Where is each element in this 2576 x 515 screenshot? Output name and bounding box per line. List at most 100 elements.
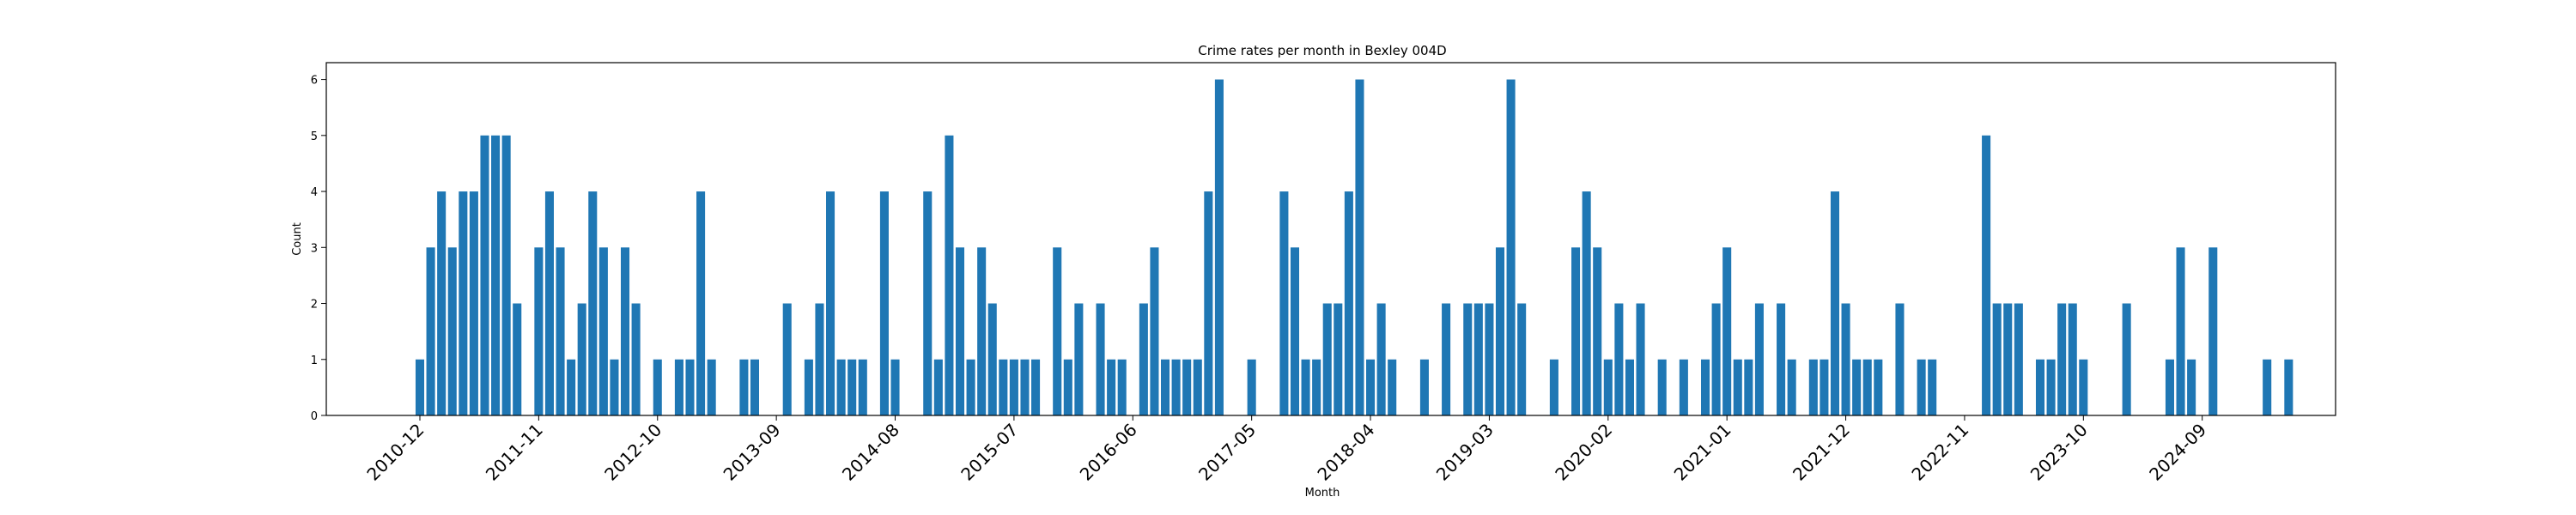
bar bbox=[685, 359, 695, 415]
bar bbox=[469, 191, 478, 416]
bar bbox=[750, 359, 760, 415]
bar bbox=[1366, 359, 1376, 415]
bar bbox=[1020, 359, 1030, 415]
bar bbox=[1247, 359, 1256, 415]
bar bbox=[1107, 359, 1116, 415]
bar bbox=[2068, 303, 2077, 415]
x-axis-ticks: 2010-12 2011-11 2012-10 2013-09 2014-08 2015-… bbox=[362, 415, 2210, 485]
bar bbox=[1355, 79, 1364, 415]
x-tick-label: 2022-11 bbox=[1907, 420, 1972, 485]
x-tick-label: 2016-06 bbox=[1076, 420, 1141, 485]
bar bbox=[1473, 303, 1483, 415]
bar bbox=[1711, 303, 1721, 415]
bar bbox=[1614, 303, 1624, 415]
bar bbox=[1312, 359, 1321, 415]
bar bbox=[1376, 303, 1386, 415]
bar bbox=[544, 191, 554, 416]
bar bbox=[1928, 359, 1937, 415]
bar bbox=[2176, 247, 2185, 415]
bar bbox=[2035, 359, 2045, 415]
plot-area-frame bbox=[325, 62, 2336, 416]
bar bbox=[1582, 191, 1591, 416]
bar bbox=[1700, 359, 1710, 415]
bar bbox=[804, 359, 813, 415]
bar bbox=[890, 359, 900, 415]
bar bbox=[1744, 359, 1753, 415]
bar bbox=[879, 191, 889, 416]
bar bbox=[1917, 359, 1926, 415]
bar bbox=[577, 303, 586, 415]
bars-group bbox=[415, 79, 2293, 416]
y-tick-label: 3 bbox=[311, 242, 318, 255]
bar bbox=[1150, 247, 1159, 415]
bar bbox=[966, 359, 975, 415]
bar bbox=[1679, 359, 1688, 415]
bar bbox=[415, 359, 425, 415]
bar bbox=[1182, 359, 1192, 415]
x-axis-label: Month bbox=[1305, 487, 1340, 500]
bar bbox=[480, 135, 489, 415]
bar bbox=[1204, 191, 1213, 416]
bar bbox=[1442, 303, 1451, 415]
y-tick-label: 5 bbox=[311, 130, 318, 143]
y-tick-label: 6 bbox=[311, 75, 318, 88]
bar bbox=[1517, 303, 1527, 415]
bar bbox=[977, 247, 987, 415]
bar bbox=[707, 359, 716, 415]
bar bbox=[1982, 135, 1991, 415]
bar bbox=[1777, 303, 1786, 415]
bar bbox=[858, 359, 867, 415]
x-tick-label: 2011-11 bbox=[482, 420, 547, 485]
bar bbox=[1301, 359, 1310, 415]
bar bbox=[1334, 303, 1343, 415]
bar bbox=[1193, 359, 1202, 415]
bar bbox=[999, 359, 1008, 415]
bar bbox=[1603, 359, 1613, 415]
x-tick-label: 2024-09 bbox=[2145, 420, 2210, 485]
bar bbox=[2165, 359, 2174, 415]
x-tick-label: 2020-02 bbox=[1551, 420, 1616, 485]
bar bbox=[598, 247, 608, 415]
bar bbox=[1874, 359, 1883, 415]
bar bbox=[1171, 359, 1181, 415]
x-tick-label: 2021-12 bbox=[1789, 420, 1854, 485]
y-axis-ticks: 0 1 2 3 4 5 6 bbox=[311, 75, 326, 423]
bar bbox=[1862, 359, 1872, 415]
bar bbox=[491, 135, 501, 415]
bar bbox=[1593, 247, 1602, 415]
bar bbox=[2003, 303, 2013, 415]
bar bbox=[933, 359, 943, 415]
bar bbox=[1463, 303, 1473, 415]
bar bbox=[1074, 303, 1084, 415]
bar bbox=[1657, 359, 1667, 415]
bar bbox=[1485, 303, 1494, 415]
bar bbox=[2284, 359, 2293, 415]
bar bbox=[1031, 359, 1041, 415]
bar bbox=[836, 359, 846, 415]
bar bbox=[1571, 247, 1581, 415]
bar bbox=[1290, 247, 1300, 415]
x-tick-label: 2015-07 bbox=[957, 420, 1022, 485]
bar bbox=[1787, 359, 1796, 415]
bar bbox=[534, 247, 544, 415]
bar bbox=[631, 303, 641, 415]
bar bbox=[1495, 247, 1505, 415]
x-tick-label: 2012-10 bbox=[600, 420, 665, 485]
x-tick-label: 2021-01 bbox=[1670, 420, 1735, 485]
bar bbox=[1722, 247, 1732, 415]
bar bbox=[739, 359, 749, 415]
x-tick-label: 2023-10 bbox=[2026, 420, 2092, 485]
bar bbox=[815, 303, 824, 415]
bar bbox=[459, 191, 468, 416]
bar bbox=[447, 247, 457, 415]
x-tick-label: 2019-03 bbox=[1432, 420, 1498, 485]
bar bbox=[2187, 359, 2196, 415]
bar bbox=[1279, 191, 1289, 416]
chart-title: Crime rates per month in Bexley 004D bbox=[1198, 43, 1446, 58]
bar bbox=[513, 303, 522, 415]
bar bbox=[1852, 359, 1862, 415]
bar bbox=[2122, 303, 2131, 415]
y-tick-label: 2 bbox=[311, 299, 318, 312]
bar bbox=[610, 359, 619, 415]
